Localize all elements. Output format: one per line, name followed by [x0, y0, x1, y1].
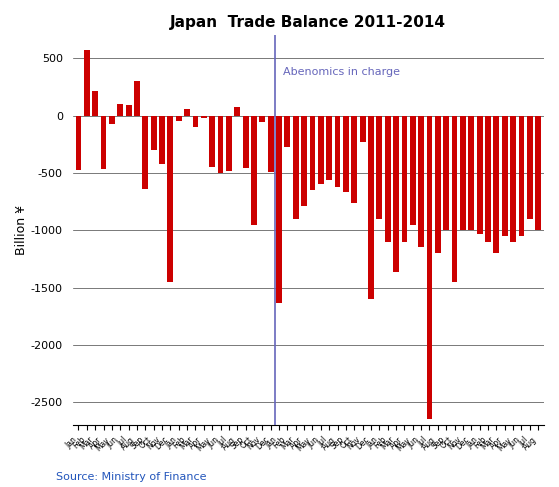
- Bar: [268, 115, 273, 172]
- Bar: [184, 109, 190, 115]
- Bar: [519, 115, 524, 236]
- Bar: [376, 115, 382, 219]
- Bar: [117, 104, 123, 115]
- Bar: [368, 115, 374, 299]
- Title: Japan  Trade Balance 2011-2014: Japan Trade Balance 2011-2014: [170, 15, 446, 30]
- Bar: [259, 115, 266, 122]
- Bar: [310, 115, 315, 190]
- Bar: [251, 115, 257, 225]
- Bar: [209, 115, 215, 167]
- Bar: [460, 115, 466, 230]
- Bar: [385, 115, 391, 242]
- Text: Source: Ministry of Finance: Source: Ministry of Finance: [56, 472, 206, 482]
- Bar: [359, 115, 366, 142]
- Bar: [510, 115, 516, 242]
- Bar: [352, 115, 357, 203]
- Bar: [234, 107, 240, 115]
- Bar: [217, 115, 224, 173]
- Bar: [201, 115, 207, 118]
- Bar: [443, 115, 449, 230]
- Bar: [468, 115, 474, 230]
- Bar: [75, 115, 82, 169]
- Bar: [92, 91, 98, 115]
- Bar: [293, 115, 299, 219]
- Bar: [301, 115, 307, 206]
- Bar: [285, 115, 290, 147]
- Bar: [159, 115, 165, 164]
- Text: Abenomics in charge: Abenomics in charge: [283, 67, 400, 77]
- Bar: [401, 115, 408, 242]
- Bar: [494, 115, 499, 253]
- Bar: [452, 115, 457, 282]
- Y-axis label: Billion ¥: Billion ¥: [15, 206, 28, 255]
- Bar: [326, 115, 332, 180]
- Bar: [393, 115, 399, 272]
- Bar: [343, 115, 349, 192]
- Bar: [535, 115, 541, 230]
- Bar: [126, 105, 131, 115]
- Bar: [192, 115, 198, 127]
- Bar: [318, 115, 324, 185]
- Bar: [276, 115, 282, 302]
- Bar: [418, 115, 424, 247]
- Bar: [168, 115, 173, 282]
- Bar: [243, 115, 249, 169]
- Bar: [134, 81, 140, 115]
- Bar: [427, 115, 433, 419]
- Bar: [143, 115, 148, 189]
- Bar: [335, 115, 340, 187]
- Bar: [101, 115, 106, 169]
- Bar: [226, 115, 232, 170]
- Bar: [502, 115, 508, 236]
- Bar: [109, 115, 115, 124]
- Bar: [151, 115, 157, 150]
- Bar: [84, 50, 90, 115]
- Bar: [485, 115, 491, 242]
- Bar: [435, 115, 441, 253]
- Bar: [410, 115, 416, 225]
- Bar: [477, 115, 482, 234]
- Bar: [527, 115, 533, 219]
- Bar: [176, 115, 182, 121]
